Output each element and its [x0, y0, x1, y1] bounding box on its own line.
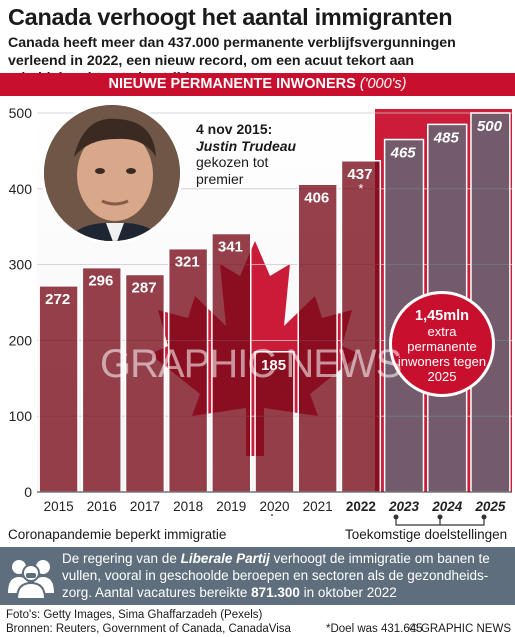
x-tick-2016: 2016 — [87, 499, 117, 514]
trudeau-annotation: 4 nov 2015: Justin Trudeau gekozen tot p… — [196, 121, 316, 187]
x-tick-2022: 2022 — [346, 499, 376, 514]
info-panel: De regering van de Liberale Partij verho… — [0, 547, 515, 605]
x-tick-2021: 2021 — [303, 499, 333, 514]
watermark: GRAPHIC NEWS — [100, 342, 402, 386]
callout-big: 1,45mln — [415, 308, 469, 324]
portrait-icon — [44, 105, 180, 241]
ribbon-unit: ('000's) — [359, 76, 407, 92]
info-part3: in oktober 2022 — [299, 585, 397, 600]
x-tick-2017: 2017 — [130, 499, 160, 514]
value-label-2022: 437 — [347, 166, 372, 183]
footer-photos: Foto's: Getty Images, Sima Ghaffarzadeh … — [6, 609, 263, 621]
callout-text: extra permanente inwoners tegen 2025 — [397, 324, 487, 384]
targets-bracket — [393, 514, 487, 526]
info-part1: De regering van de — [62, 551, 181, 566]
y-tick-500: 500 — [9, 105, 33, 121]
value-label-2020: 185 — [261, 357, 286, 374]
bar-2019 — [211, 232, 252, 493]
y-tick-100: 100 — [9, 408, 33, 424]
info-text: De regering van de Liberale Partij verho… — [62, 550, 510, 601]
y-tick-300: 300 — [9, 257, 33, 273]
footer-sources: Bronnen: Reuters, Government of Canada, … — [6, 622, 291, 635]
covid-bracket — [271, 514, 273, 516]
trudeau-photo — [41, 102, 183, 244]
page-title: Canada verhoogt het aantal immigranten — [8, 4, 453, 30]
bar-2022 — [340, 160, 382, 493]
info-party: Liberale Partij — [180, 551, 270, 566]
value-label-2024: 485 — [433, 129, 460, 146]
footnote-marker-2022: * — [358, 181, 363, 196]
y-axis: 0 100 200 300 400 500 — [9, 105, 33, 500]
footer-credit: © GRAPHIC NEWS — [409, 622, 511, 635]
value-label-2023: 465 — [390, 145, 417, 162]
covid-bracket-label: Coronapandemie beperkt immigratie — [8, 527, 227, 542]
annotation-name: Justin Trudeau — [196, 137, 297, 154]
annotation-text: gekozen tot premier — [196, 154, 269, 187]
bar-2021 — [297, 183, 338, 493]
targets-bracket-label: Toekomstige doelstellingen — [345, 527, 508, 542]
footer: Foto's: Getty Images, Sima Ghaffarzadeh … — [6, 609, 511, 636]
bars: 272 296 287 321 341 185 406 437* 465 485 500 — [38, 112, 511, 493]
bar-2025 — [470, 112, 511, 493]
value-label-2019: 341 — [218, 239, 243, 256]
bar-2018 — [167, 247, 209, 493]
annotation-date: 4 nov 2015: — [196, 121, 273, 137]
value-label-2021: 406 — [304, 189, 329, 206]
value-label-2018: 321 — [175, 254, 200, 271]
x-tick-2024: 2024 — [431, 499, 463, 514]
value-label-2025: 500 — [477, 118, 503, 135]
bar-2015 — [38, 285, 79, 493]
footer-note: *Doel was 431.645 — [326, 622, 423, 635]
y-tick-0: 0 — [24, 484, 32, 500]
value-label-2017: 287 — [132, 279, 157, 296]
info-part2: verhoogt de immigratie om banen te vulle… — [62, 551, 490, 600]
bar-2016 — [81, 266, 122, 493]
x-tick-2019: 2019 — [216, 499, 246, 514]
x-tick-2015: 2015 — [44, 499, 74, 514]
ribbon-label: NIEUWE PERMANENTE INWONERS — [108, 76, 356, 92]
y-tick-200: 200 — [9, 332, 33, 348]
target-callout: 1,45mln extra permanente inwoners tegen … — [389, 291, 495, 397]
x-tick-2018: 2018 — [173, 499, 203, 514]
info-vacancies: 871.300 — [251, 585, 300, 600]
y-tick-400: 400 — [9, 181, 33, 197]
workers-icon — [8, 560, 54, 599]
x-tick-2025: 2025 — [474, 499, 506, 514]
value-label-2016: 296 — [88, 273, 113, 290]
x-tick-2020: 2020 — [259, 499, 289, 514]
value-label-2015: 272 — [45, 291, 70, 308]
chart-ribbon: NIEUWE PERMANENTE INWONERS ('000's) — [0, 73, 515, 96]
x-tick-2023: 2023 — [388, 499, 420, 514]
bar-2017 — [124, 273, 166, 493]
x-axis: 2015 2016 2017 2018 2019 2020 2021 2022 2023 2024… — [44, 499, 506, 514]
